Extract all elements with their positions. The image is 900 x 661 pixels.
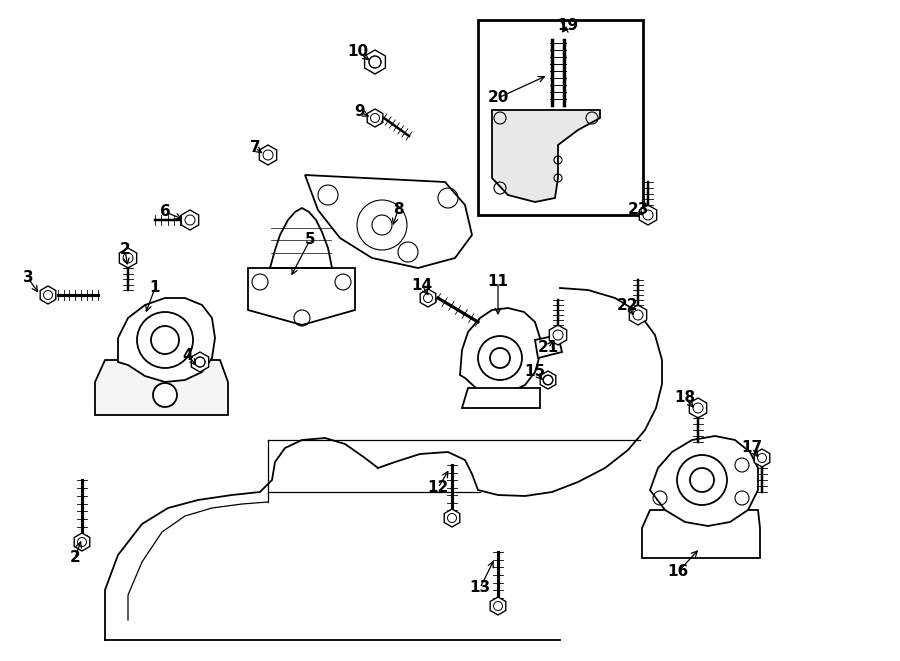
Polygon shape <box>445 509 460 527</box>
Polygon shape <box>689 398 706 418</box>
Text: 20: 20 <box>487 91 508 106</box>
Text: 1: 1 <box>149 280 160 295</box>
Text: 2: 2 <box>69 551 80 566</box>
Polygon shape <box>120 248 137 268</box>
Text: 9: 9 <box>355 104 365 120</box>
Polygon shape <box>420 289 436 307</box>
Polygon shape <box>460 308 540 394</box>
Polygon shape <box>491 597 506 615</box>
Polygon shape <box>540 371 556 389</box>
Text: 8: 8 <box>392 202 403 217</box>
Polygon shape <box>192 352 209 372</box>
Polygon shape <box>259 145 276 165</box>
Polygon shape <box>367 109 382 127</box>
Polygon shape <box>492 110 600 202</box>
Text: 2: 2 <box>120 243 130 258</box>
Text: 21: 21 <box>537 340 559 356</box>
Polygon shape <box>639 205 657 225</box>
Polygon shape <box>74 533 90 551</box>
Polygon shape <box>248 268 355 325</box>
Polygon shape <box>650 436 758 526</box>
Text: 7: 7 <box>249 141 260 155</box>
Polygon shape <box>549 325 567 345</box>
Polygon shape <box>95 360 228 415</box>
Text: 14: 14 <box>411 278 433 293</box>
Text: 6: 6 <box>159 204 170 219</box>
Text: 18: 18 <box>674 391 696 405</box>
Polygon shape <box>642 510 760 558</box>
Circle shape <box>153 383 177 407</box>
Text: 22: 22 <box>617 297 639 313</box>
Polygon shape <box>40 286 56 304</box>
Text: 4: 4 <box>183 348 194 362</box>
Polygon shape <box>462 388 540 408</box>
Text: 12: 12 <box>428 481 448 496</box>
Text: 23: 23 <box>627 202 649 217</box>
Text: 15: 15 <box>525 364 545 379</box>
Text: 16: 16 <box>668 564 688 580</box>
Polygon shape <box>535 335 562 358</box>
Polygon shape <box>754 449 770 467</box>
Polygon shape <box>305 175 472 268</box>
Text: 3: 3 <box>22 270 33 286</box>
Text: 17: 17 <box>742 440 762 455</box>
Text: 5: 5 <box>305 233 315 247</box>
Polygon shape <box>118 298 215 382</box>
Polygon shape <box>364 50 385 74</box>
Text: 10: 10 <box>347 44 369 59</box>
Polygon shape <box>629 305 647 325</box>
Text: 19: 19 <box>557 17 579 32</box>
Bar <box>478 20 643 215</box>
Polygon shape <box>181 210 199 230</box>
Text: 13: 13 <box>470 580 490 596</box>
Text: 11: 11 <box>488 274 508 290</box>
